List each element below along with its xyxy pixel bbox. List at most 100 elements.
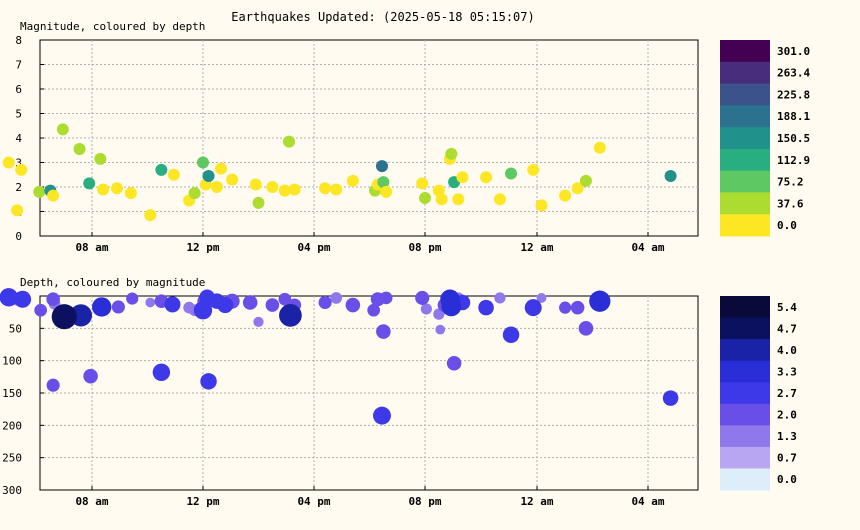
magnitude-point <box>226 173 239 186</box>
colorbar-swatch <box>720 382 770 405</box>
colorbar-swatch <box>720 127 770 150</box>
magnitude-point <box>571 182 584 195</box>
magnitude-point <box>249 178 262 191</box>
depth-point <box>376 324 391 339</box>
magnitude-point <box>15 163 28 176</box>
magnitude-point <box>377 176 390 189</box>
x-tick-label: 04 am <box>631 495 664 508</box>
magnitude-point <box>527 163 540 176</box>
y-tick-label: 200 <box>2 419 22 432</box>
depth-point <box>200 373 217 390</box>
magnitude-point <box>375 160 388 173</box>
colorbar-swatch <box>720 468 770 491</box>
magnitude-point <box>197 156 209 169</box>
depth-point <box>242 295 258 310</box>
colorbar-swatch <box>720 192 770 215</box>
depth-point <box>559 301 572 314</box>
colorbar-label: 5.4 <box>777 301 797 314</box>
colorbar-label: 3.3 <box>777 365 797 378</box>
magnitude-point <box>452 193 465 206</box>
magnitude-colorbar: 5.4 4.7 4.0 3.3 2.7 2.0 1.3 0.7 0.0 <box>720 296 797 491</box>
x-tick-label: 08 am <box>75 495 108 508</box>
x-tick-label: 04 pm <box>297 241 330 254</box>
y-tick-label: 150 <box>2 387 22 400</box>
depth-point <box>278 292 292 306</box>
magnitude-point <box>110 182 123 195</box>
y-tick-label: 0 <box>15 230 22 243</box>
depth-point <box>145 297 156 308</box>
magnitude-point <box>33 185 46 198</box>
colorbar-swatch <box>720 61 770 85</box>
magnitude-point <box>435 193 448 206</box>
colorbar-swatch <box>720 148 770 172</box>
depth-point <box>570 300 585 315</box>
colorbar-label: 1.3 <box>777 430 797 443</box>
figure-title: Earthquakes Updated: (2025-05-18 05:15:0… <box>231 10 534 24</box>
colorbar-swatch <box>720 83 770 106</box>
magnitude-point <box>47 189 60 202</box>
depth-point <box>524 299 542 317</box>
magnitude-point <box>535 199 548 212</box>
y-tick-label: 100 <box>2 355 22 368</box>
magnitude-point <box>167 168 180 181</box>
colorbar-label: 225.8 <box>777 88 810 101</box>
depth-point <box>441 296 462 317</box>
magnitude-point <box>288 183 301 196</box>
magnitude-point <box>252 196 265 209</box>
colorbar-label: 301.0 <box>777 45 810 58</box>
depth-point <box>446 355 462 371</box>
magnitude-point <box>593 141 606 154</box>
colorbar-label: 4.0 <box>777 344 797 357</box>
colorbar-label: 75.2 <box>777 176 804 189</box>
magnitude-point <box>56 123 69 136</box>
y-tick-label: 50 <box>9 322 22 335</box>
colorbar-label: 2.7 <box>777 387 797 400</box>
y-tick-label: 6 <box>15 83 22 96</box>
colorbar-label: 112.9 <box>777 154 810 167</box>
magnitude-point <box>144 209 157 222</box>
depth-point <box>265 298 280 312</box>
depth-point <box>152 363 171 382</box>
magnitude-point <box>456 171 469 184</box>
depth-point <box>330 292 343 304</box>
y-tick-label: 4 <box>15 132 22 145</box>
x-tick-label: 08 pm <box>408 241 441 254</box>
colorbar-swatch <box>720 170 770 193</box>
x-tick-label: 12 am <box>520 495 553 508</box>
magnitude-point <box>97 183 110 196</box>
magnitude-point <box>124 187 137 200</box>
colorbar-swatch <box>720 403 770 426</box>
colorbar-swatch <box>720 446 770 469</box>
depth-point <box>318 295 332 310</box>
depth-point <box>589 290 611 312</box>
depth-point <box>126 292 139 305</box>
magnitude-point <box>2 156 15 169</box>
colorbar-label: 37.6 <box>777 197 804 210</box>
magnitude-point <box>559 189 572 202</box>
magnitude-point <box>380 185 393 198</box>
x-tick-label: 08 pm <box>408 495 441 508</box>
colorbar-label: 0.7 <box>777 452 797 465</box>
depth-point <box>164 296 181 313</box>
colorbar-swatch <box>720 339 770 362</box>
magnitude-point <box>664 169 677 182</box>
magnitude-point <box>11 204 24 217</box>
colorbar-label: 4.7 <box>777 322 797 335</box>
y-tick-label: 2 <box>15 181 22 194</box>
magnitude-point <box>445 147 458 160</box>
bottom-chart-title: Depth, coloured by magnitude <box>20 276 205 289</box>
magnitude-point <box>493 193 506 206</box>
colorbar-label: 150.5 <box>777 132 810 145</box>
magnitude-point <box>215 162 228 175</box>
depth-point <box>14 290 32 308</box>
colorbar-swatch <box>720 40 770 63</box>
magnitude-point <box>210 181 223 193</box>
depth-point <box>279 304 302 327</box>
magnitude-point <box>505 167 518 180</box>
depth-point <box>502 326 520 344</box>
magnitude-point <box>202 169 215 182</box>
depth-colorbar: 301.0 263.4 225.8 188.1 150.5 112.9 75.2 37.6 0.… <box>720 40 810 237</box>
colorbar-swatch <box>720 296 770 319</box>
